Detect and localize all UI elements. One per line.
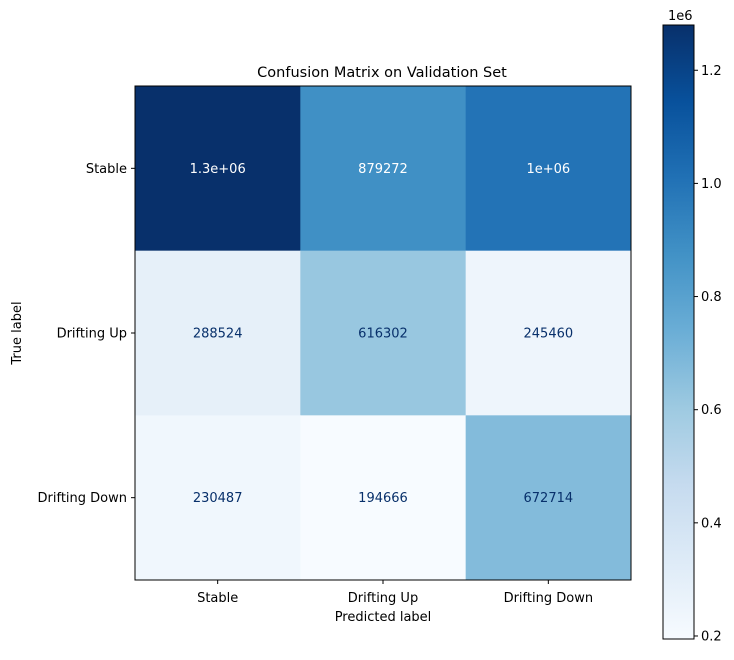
- y-tick-label-1: Drifting Up: [57, 327, 127, 342]
- x-axis-ticks: Stable Drifting Up Drifting Down: [197, 580, 593, 606]
- y-axis-ticks: Stable Drifting Up Drifting Down: [38, 162, 135, 506]
- cell-label-r0-c2: 1e+06: [526, 162, 570, 177]
- cell-label-r1-c0: 288524: [193, 327, 243, 342]
- cell-labels: 1.3e+06 879272 1e+06 288524 616302 245460 2304…: [190, 162, 574, 506]
- colorbar-frame: [662, 24, 695, 640]
- cell-r2-c2: [465, 415, 632, 581]
- colorbar-ticks: 0.2 0.4 0.6 0.8 1.0 1.2: [694, 64, 722, 644]
- colorbar-tick-label-3: 0.8: [701, 290, 722, 305]
- colorbar-offset-label: 1e6: [668, 9, 693, 24]
- cell-r1-c1: [300, 250, 467, 416]
- cell-label-r0-c1: 879272: [358, 162, 408, 177]
- colorbar-tick-label-5: 1.2: [701, 64, 722, 79]
- y-axis-label: True label: [10, 301, 25, 365]
- x-tick-label-2: Drifting Down: [504, 591, 593, 606]
- cell-label-r2-c1: 194666: [358, 491, 408, 506]
- y-tick-label-2: Drifting Down: [38, 491, 127, 506]
- colorbar-tick-label-4: 1.0: [701, 177, 722, 192]
- cell-r2-c0: [135, 415, 301, 581]
- cell-r0-c1: [300, 86, 467, 252]
- cell-r1-c2: [465, 250, 632, 416]
- colorbar-tick-label-2: 0.6: [701, 403, 722, 418]
- cell-r0-c2: [465, 86, 632, 252]
- colorbar-fill: [663, 25, 694, 639]
- cell-label-r0-c0: 1.3e+06: [190, 162, 246, 177]
- chart-title: Confusion Matrix on Validation Set: [257, 65, 507, 81]
- colorbar-tick-label-0: 0.2: [701, 629, 722, 644]
- heatmap-cells: [135, 86, 632, 581]
- cell-label-r2-c0: 230487: [193, 491, 243, 506]
- x-tick-label-0: Stable: [197, 591, 238, 606]
- x-tick-label-1: Drifting Up: [348, 591, 418, 606]
- y-tick-label-0: Stable: [86, 162, 127, 177]
- cell-r0-c0: [135, 86, 301, 252]
- x-axis-label: Predicted label: [335, 610, 432, 625]
- cell-label-r2-c2: 672714: [524, 491, 574, 506]
- cell-r2-c1: [300, 415, 467, 581]
- cell-r1-c0: [135, 250, 301, 416]
- cell-label-r1-c2: 245460: [524, 327, 574, 342]
- cell-label-r1-c1: 616302: [358, 327, 408, 342]
- colorbar-tick-label-1: 0.4: [701, 516, 722, 531]
